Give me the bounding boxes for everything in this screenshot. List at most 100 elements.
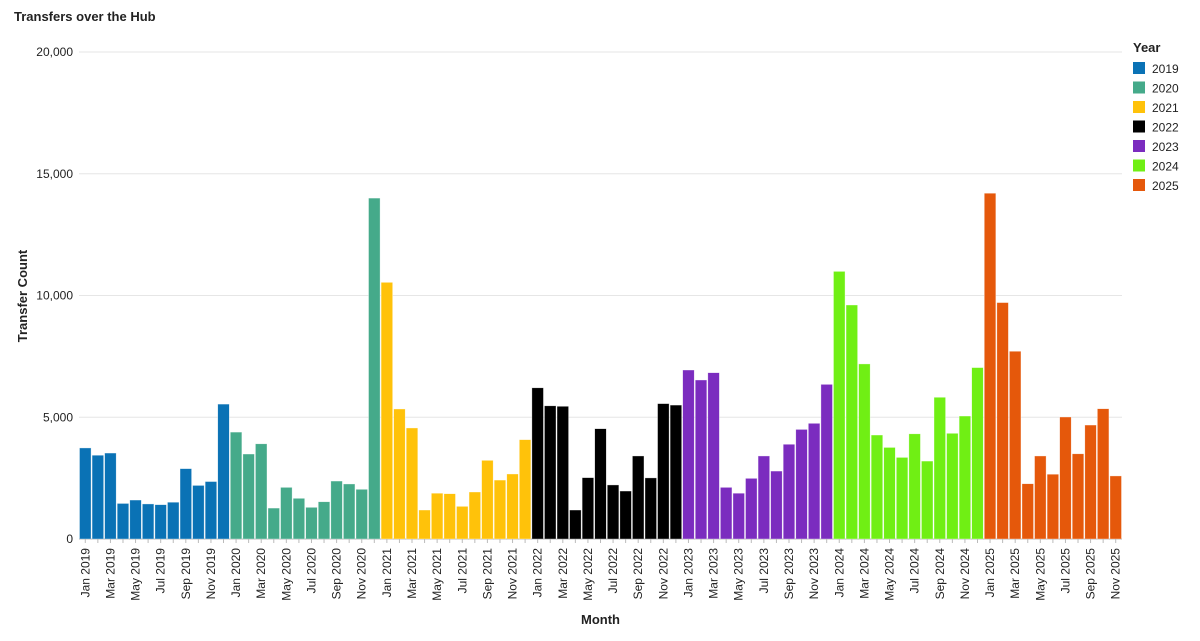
- legend-title: Year: [1133, 40, 1160, 55]
- x-tick-label: Nov 2024: [958, 548, 972, 600]
- x-tick-label: May 2020: [279, 548, 293, 601]
- bar-2023-apr: [720, 487, 733, 540]
- bar-2025-jun: [1046, 473, 1059, 540]
- bar-2021-sep: [481, 460, 494, 540]
- bar-2020-aug: [317, 501, 331, 540]
- bar-2020-jul: [305, 507, 318, 540]
- x-tick-label: Mar 2025: [1008, 548, 1022, 599]
- y-axis-title: Transfer Count: [15, 249, 30, 342]
- bar-2024-apr: [870, 434, 884, 540]
- chart-title: Transfers over the Hub: [14, 9, 156, 24]
- bar-2024-jan: [833, 271, 846, 540]
- bar-2022-jan: [531, 387, 544, 540]
- x-tick-label: Jan 2020: [229, 548, 243, 598]
- bar-2020-oct: [343, 483, 356, 540]
- bar-2024-oct: [946, 433, 959, 540]
- bar-2024-dec: [971, 367, 984, 540]
- x-tick-label: Jan 2025: [983, 548, 997, 598]
- bar-2020-dec: [368, 197, 381, 540]
- bar-2019-dec: [217, 403, 230, 540]
- legend-swatch-2022: [1133, 120, 1145, 133]
- bar-2022-mar: [556, 405, 569, 540]
- bar-2019-jul: [154, 504, 167, 540]
- bar-2023-feb: [694, 379, 708, 540]
- x-tick-label: Sep 2025: [1084, 548, 1098, 600]
- bar-2022-aug: [619, 490, 632, 540]
- x-tick-label: Jul 2021: [455, 548, 469, 594]
- x-tick-label: Sep 2019: [179, 548, 193, 600]
- y-tick-label: 20,000: [36, 45, 73, 59]
- bar-2025-apr: [1021, 483, 1034, 540]
- bar-2024-may: [883, 447, 896, 540]
- x-tick-label: Nov 2025: [1109, 548, 1123, 600]
- bar-2022-jun: [594, 428, 607, 540]
- x-tick-label: Mar 2024: [857, 548, 871, 599]
- x-tick-label: Jul 2025: [1058, 548, 1072, 594]
- bar-2023-jan: [682, 369, 695, 540]
- bar-2019-nov: [204, 481, 218, 540]
- bar-2025-jul: [1059, 416, 1072, 540]
- bar-2022-dec: [669, 404, 682, 540]
- x-tick-label: Mar 2022: [556, 548, 570, 599]
- bar-2019-sep: [179, 468, 192, 540]
- bar-2024-jul: [908, 433, 921, 540]
- x-tick-label: May 2023: [732, 548, 746, 601]
- bar-2022-nov: [657, 403, 670, 540]
- bar-2020-apr: [267, 507, 280, 540]
- bar-2021-may: [431, 492, 444, 540]
- y-tick-label: 0: [66, 532, 73, 546]
- x-tick-label: Sep 2020: [330, 548, 344, 600]
- legend-label-2025: 2025: [1152, 179, 1179, 193]
- x-tick-label: May 2019: [129, 548, 143, 601]
- bar-2023-sep: [782, 443, 796, 540]
- x-tick-label: Jan 2022: [531, 548, 545, 598]
- bar-2024-aug: [921, 460, 934, 540]
- bar-2019-feb: [91, 454, 104, 540]
- bar-2021-feb: [393, 408, 406, 540]
- bar-2025-sep: [1084, 424, 1097, 540]
- bar-2024-feb: [845, 304, 858, 540]
- bar-2023-aug: [770, 470, 783, 540]
- bar-2025-oct: [1097, 408, 1110, 540]
- bar-2021-dec: [519, 439, 532, 540]
- bar-2023-mar: [707, 372, 720, 540]
- x-tick-label: Nov 2021: [506, 548, 520, 600]
- x-tick-label: Sep 2023: [782, 548, 796, 600]
- x-tick-label: Jan 2023: [681, 548, 695, 598]
- bar-2020-jan: [229, 431, 243, 540]
- bar-2019-mar: [104, 452, 117, 540]
- x-tick-label: Mar 2019: [103, 548, 117, 599]
- bar-2019-jun: [142, 503, 155, 540]
- bar-2025-jan: [983, 192, 997, 540]
- bar-2019-oct: [192, 485, 205, 540]
- x-tick-label: Jan 2019: [78, 548, 92, 598]
- legend-swatch-2025: [1133, 179, 1145, 191]
- bar-2021-mar: [405, 427, 419, 540]
- bar-2023-nov: [808, 423, 821, 540]
- x-tick-label: May 2022: [581, 548, 595, 601]
- x-tick-label: Jul 2019: [154, 548, 168, 594]
- x-axis-title: Month: [581, 612, 620, 627]
- bar-2022-may: [581, 477, 595, 540]
- x-tick-label: Jul 2022: [606, 548, 620, 594]
- x-tick-label: May 2021: [430, 548, 444, 601]
- y-tick-label: 15,000: [36, 167, 73, 181]
- bar-2023-may: [732, 492, 745, 540]
- bar-2025-feb: [996, 302, 1009, 540]
- x-tick-label: May 2024: [883, 548, 897, 601]
- bar-2020-nov: [355, 489, 368, 540]
- bar-2019-jan: [79, 447, 92, 540]
- legend-swatch-2019: [1133, 62, 1145, 74]
- x-tick-label: Nov 2019: [204, 548, 218, 600]
- x-tick-label: Jul 2020: [304, 548, 318, 594]
- bar-2023-dec: [820, 384, 833, 540]
- bar-2020-jun: [292, 498, 305, 540]
- legend-label-2021: 2021: [1152, 101, 1179, 115]
- bar-2021-apr: [418, 509, 431, 540]
- bar-2019-aug: [167, 501, 180, 540]
- bar-2021-aug: [468, 491, 481, 540]
- bar-2022-feb: [544, 405, 557, 540]
- x-tick-label: Nov 2023: [807, 548, 821, 600]
- legend-label-2023: 2023: [1152, 140, 1179, 154]
